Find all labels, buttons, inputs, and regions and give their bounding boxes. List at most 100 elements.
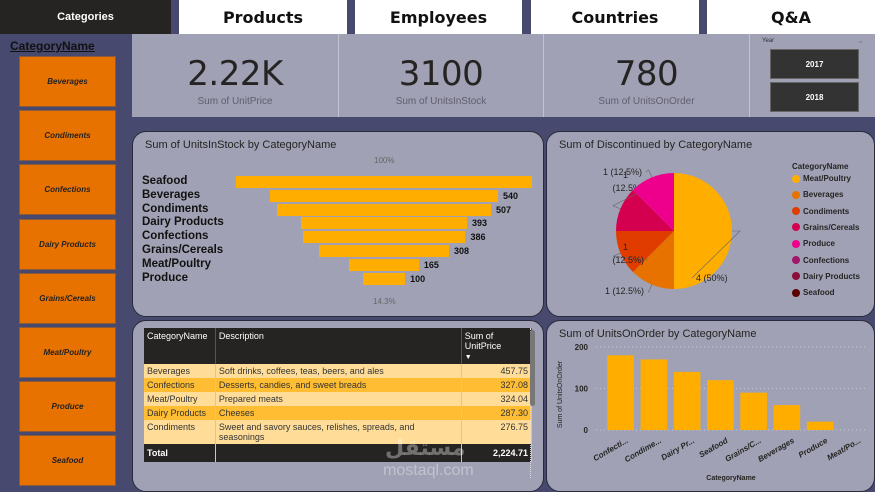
pie-slice[interactable] [674, 173, 732, 289]
table-row[interactable]: Meat/Poultry Prepared meats 324.04 [144, 392, 533, 406]
y-tick-label: 100 [575, 385, 589, 394]
kpi-value: 3100 [398, 54, 484, 94]
funnel-category-label: Dairy Products [142, 216, 224, 229]
funnel-category-label: Beverages [142, 188, 201, 201]
pie-slice[interactable] [632, 231, 674, 289]
table-row[interactable]: Confections Desserts, candies, and sweet … [144, 378, 533, 392]
table-row[interactable]: Beverages Soft drinks, coffees, teas, bee… [144, 364, 533, 378]
column-bar[interactable] [806, 421, 834, 430]
table-cell-description: Desserts, candies, and sweet breads [215, 378, 462, 392]
category-slicer-item[interactable]: Grains/Cereals [19, 272, 116, 324]
pie-legend-item[interactable]: Meat/Poultry [792, 174, 851, 183]
pie-legend-item[interactable]: Confections [792, 256, 849, 265]
y-tick-label: 0 [584, 426, 589, 435]
pie-legend-label: Beverages [803, 190, 844, 200]
funnel-bar [318, 245, 450, 257]
pie-legend-label: Produce [803, 239, 836, 249]
pie-legend-label: Condiments [803, 206, 850, 216]
table-cell-description: Prepared meats [215, 392, 462, 406]
category-slicer-item[interactable]: Dairy Products [19, 218, 116, 270]
funnel-bar [302, 231, 466, 244]
pie-legend-item[interactable]: Grains/Cereals [792, 223, 859, 232]
funnel-category-label: Grains/Cereals [142, 244, 224, 256]
kpi-label: Sum of UnitsOnOrder [598, 96, 695, 107]
kpi-card-unitsinstock: 3100 Sum of UnitsInStock [339, 34, 544, 117]
column-bar[interactable] [673, 371, 701, 430]
kpi-value: 2.22K [187, 54, 283, 94]
pie-legend-item[interactable]: Beverages [792, 190, 843, 199]
pie-legend-item[interactable]: Produce [792, 239, 835, 248]
kpi-label: Sum of UnitPrice [197, 96, 273, 107]
column-bar[interactable] [640, 359, 668, 430]
sort-desc-icon[interactable]: ▼ [464, 354, 472, 361]
pie-data-label: 1 [623, 170, 628, 180]
pie-legend-title: CategoryName [792, 162, 849, 171]
chevron-down-icon[interactable]: ⌄ [857, 36, 864, 45]
funnel-category-label: Meat/Poultry [142, 257, 212, 270]
year-option-2017[interactable]: 2017 [770, 49, 859, 79]
nav-tab-qa[interactable]: Q&A [707, 0, 875, 34]
column-bar[interactable] [740, 392, 767, 430]
category-slicer-item[interactable]: Condiments [19, 110, 116, 162]
funnel-bar [269, 189, 498, 202]
y-tick-label: 200 [575, 343, 589, 352]
x-tick-label: Grains/C... [723, 436, 762, 464]
funnel-bar [276, 203, 492, 216]
column-bar[interactable] [607, 355, 634, 430]
pie-legend-item[interactable]: Condiments [792, 207, 849, 216]
pie-slice[interactable] [616, 231, 674, 273]
table-row[interactable]: Condiments Sweet and savory sauces, relis… [144, 420, 533, 444]
pie-chart: 4 (50%)1 (12.5%)1(12.5%)1(12.5%)1 (12.5%… [603, 167, 741, 296]
table-cell-description: Sweet and savory sauces, relishes, sprea… [215, 420, 462, 444]
table-cell-category: Condiments [144, 420, 216, 444]
column-header-unitprice[interactable]: Sum of UnitPrice ▼ [461, 328, 533, 364]
table-scrollbar-thumb[interactable] [530, 330, 535, 406]
pie-chart-title: Sum of Discontinued by CategoryName [559, 139, 753, 151]
category-slicer-item[interactable]: Seafood [19, 435, 116, 487]
legend-dot-icon [792, 207, 800, 216]
x-tick-label: Dairy Pr... [660, 436, 696, 462]
table-cell-description: Soft drinks, coffees, teas, beers, and a… [215, 364, 462, 378]
nav-tab-countries[interactable]: Countries [531, 0, 699, 34]
nav-tab-categories[interactable]: Categories [0, 0, 171, 34]
funnel-bar [301, 217, 467, 230]
column-header-description[interactable]: Description [215, 328, 462, 364]
legend-dot-icon [792, 239, 800, 248]
category-slicer-item[interactable]: Beverages [19, 56, 116, 107]
category-slicer-item[interactable]: Produce [19, 381, 116, 433]
year-option-2018[interactable]: 2018 [770, 82, 859, 112]
x-tick-label: Condime... [623, 436, 663, 464]
table-cell-unitprice: 324.04 [461, 392, 533, 406]
funnel-category-label: Condiments [142, 202, 209, 215]
funnel-top-pct-label: 100% [374, 156, 395, 165]
pie-legend-label: Confections [803, 255, 850, 265]
table-row[interactable]: Dairy Products Cheeses 287.30 [144, 406, 533, 420]
funnel-category-label: Confections [142, 230, 209, 243]
pie-slice[interactable] [616, 189, 674, 231]
pie-legend-label: Grains/Cereals [803, 222, 860, 232]
nav-tab-products[interactable]: Products [179, 0, 347, 34]
funnel-bar [362, 272, 406, 285]
funnel-value-label: 393 [471, 218, 487, 229]
column-header-category[interactable]: CategoryName [144, 328, 216, 364]
table-cell-category: Beverages [144, 364, 216, 378]
table-cell-description: Cheeses [215, 406, 462, 420]
nav-tab-employees[interactable]: Employees [355, 0, 522, 34]
watermark-arabic: مستقل [385, 435, 466, 460]
pie-legend-item[interactable]: Dairy Products [792, 272, 860, 281]
category-slicer-item[interactable]: Meat/Poultry [19, 327, 116, 378]
funnel-value-label: 540 [503, 190, 519, 201]
column-bar[interactable] [773, 405, 801, 430]
kpi-card-unitsonorder: 780 Sum of UnitsOnOrder [544, 34, 750, 117]
category-table: CategoryName Description Sum of UnitPric… [144, 328, 533, 462]
table-cell-category: Meat/Poultry [144, 392, 216, 406]
funnel-category-label: Seafood [142, 175, 188, 187]
pie-leader-line [612, 252, 649, 261]
pie-legend-item[interactable]: Seafood [792, 288, 835, 297]
pie-slice[interactable] [632, 173, 674, 231]
category-slicer-item[interactable]: Confections [19, 164, 116, 216]
pie-leader-line [691, 230, 741, 279]
table-total-row: Total 2,224.71 [144, 444, 533, 462]
column-bar[interactable] [707, 380, 734, 430]
